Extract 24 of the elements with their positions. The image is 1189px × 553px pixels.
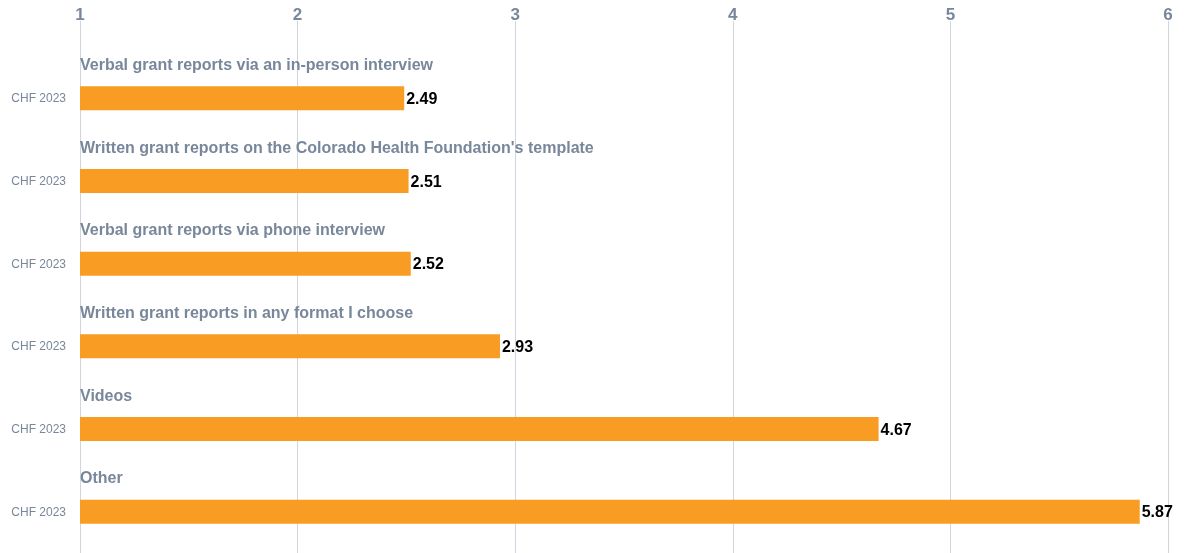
y-tick-label: Written grant reports in any format I choose bbox=[80, 303, 414, 321]
y-tick-label: Videos bbox=[80, 386, 133, 404]
data-label: 5.87 bbox=[1141, 503, 1173, 521]
y-tick-label: Verbal grant reports via phone interview bbox=[80, 221, 386, 239]
text: CHF 2023 bbox=[11, 174, 66, 188]
x-tick-label: 4 bbox=[728, 5, 739, 24]
data-label: 2.52 bbox=[412, 255, 444, 273]
y-tick-label: Written grant reports on the Colorado Health Foundation's template bbox=[80, 138, 594, 156]
y-tick-label: Verbal grant reports via an in-person interview bbox=[80, 55, 434, 73]
text: CHF 2023 bbox=[11, 256, 66, 271]
data-label: 2.93 bbox=[501, 337, 534, 355]
y-tick-label: Other bbox=[80, 469, 123, 487]
text: CHF 2023 bbox=[11, 422, 66, 436]
data-label: 2.49 bbox=[406, 89, 438, 107]
x-tick-label: 1 bbox=[75, 5, 85, 24]
x-tick-label: 5 bbox=[945, 5, 956, 24]
series-label: CHF 2023 bbox=[11, 91, 67, 106]
data-label: 2.51 bbox=[410, 172, 442, 190]
x-tick-label: 2 bbox=[292, 5, 303, 24]
data-label: 4.67 bbox=[880, 420, 912, 438]
text: CHF 2023 bbox=[11, 504, 66, 519]
x-tick-label: 3 bbox=[510, 5, 520, 24]
text: CHF 2023 bbox=[11, 339, 66, 354]
x-tick-label: 6 bbox=[1163, 5, 1173, 24]
